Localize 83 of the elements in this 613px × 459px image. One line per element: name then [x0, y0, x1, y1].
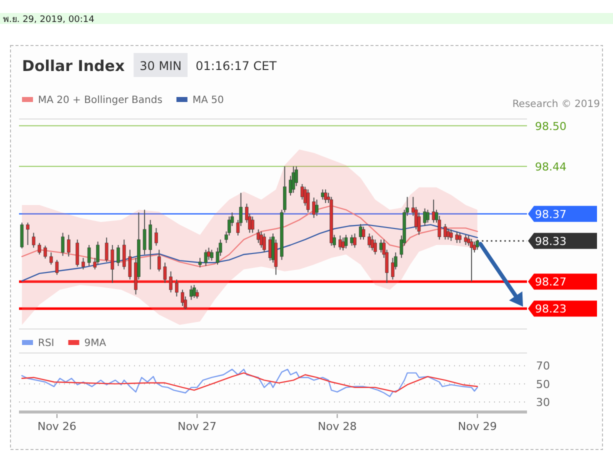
candlestick: [312, 197, 316, 218]
candlestick: [455, 230, 459, 244]
candlestick: [250, 216, 254, 234]
candlestick: [210, 249, 214, 262]
x-tick-label: Nov 26: [37, 420, 76, 433]
text: พ.ย. 29, 2019, 00:14: [3, 15, 95, 25]
candlestick: [292, 166, 296, 194]
candlestick: [368, 232, 371, 248]
legend-label: MA 20 + Bollinger Bands: [38, 95, 162, 106]
candlestick: [306, 188, 310, 213]
chart-title: Dollar Index: [22, 57, 125, 75]
candlestick: [190, 285, 193, 300]
candlestick: [423, 208, 426, 227]
candlestick: [116, 244, 120, 266]
candlestick: [446, 228, 450, 240]
candlestick: [458, 232, 462, 244]
candlestick: [192, 284, 196, 298]
candlestick: [204, 249, 208, 266]
x-tick-label: Nov 27: [178, 420, 217, 433]
line-series: [21, 368, 478, 398]
candlestick: [324, 188, 328, 204]
x-tick-label: Nov 29: [458, 420, 497, 433]
candlestick: [262, 232, 266, 253]
candlestick: [260, 230, 263, 248]
legend-label: 9MA: [84, 338, 106, 349]
candlestick: [379, 239, 383, 253]
candlestick: [169, 270, 172, 293]
candlestick: [470, 238, 474, 282]
candlestick: [432, 199, 436, 224]
candlestick: [476, 239, 480, 250]
candlestick: [82, 257, 85, 270]
candlestick: [444, 224, 447, 240]
candlestick: [315, 199, 318, 216]
candlestick: [87, 244, 91, 266]
y-tick-label: 70: [536, 360, 550, 373]
candlestick: [154, 228, 158, 246]
candlestick: [341, 237, 345, 251]
candlestick: [128, 249, 132, 280]
candlestick: [370, 235, 374, 251]
candlestick: [44, 245, 47, 260]
candlestick: [61, 232, 64, 256]
text: Research © 2019: [512, 99, 600, 110]
ref-line-label: 98.33: [535, 234, 566, 248]
candlestick: [353, 232, 356, 248]
text: 01:16:17 CET: [196, 59, 278, 73]
candlestick: [66, 234, 70, 258]
line-series: [21, 372, 478, 393]
candlestick: [449, 228, 453, 242]
candlestick: [180, 289, 184, 306]
ref-line-label: 98.23: [535, 302, 566, 316]
candlestick: [256, 228, 260, 244]
candlestick: [157, 249, 161, 272]
chart-subtitle: 30 MIN: [140, 59, 182, 73]
legend-label: RSI: [38, 338, 54, 349]
candlestick: [175, 279, 178, 297]
candlestick: [96, 241, 100, 266]
candlestick: [374, 239, 377, 255]
candlestick: [142, 209, 146, 255]
candlestick: [32, 232, 36, 248]
legend-label: MA 50: [192, 95, 224, 106]
candlestick: [362, 226, 366, 240]
y-tick-label: 30: [536, 396, 550, 409]
ref-line-label: 98.27: [535, 276, 566, 289]
candlestick: [49, 252, 53, 266]
candlestick: [344, 234, 348, 249]
candlestick: [426, 209, 430, 224]
candlestick: [350, 234, 354, 246]
candlestick: [198, 257, 202, 268]
candlestick: [104, 237, 108, 262]
ref-line-label: 98.50: [535, 120, 566, 133]
ref-line-label: 98.44: [535, 160, 566, 174]
candlestick: [26, 222, 30, 246]
candlestick: [20, 222, 24, 249]
ref-line-label: 98.37: [535, 208, 566, 221]
y-tick-label: 50: [536, 378, 550, 391]
candlestick: [163, 262, 167, 284]
candlestick: [110, 244, 114, 284]
x-tick-label: Nov 28: [318, 420, 357, 433]
candlestick: [38, 242, 42, 255]
candlestick: [55, 259, 59, 276]
candlestick: [122, 239, 126, 270]
candlestick: [464, 234, 468, 246]
candlestick: [76, 239, 80, 268]
